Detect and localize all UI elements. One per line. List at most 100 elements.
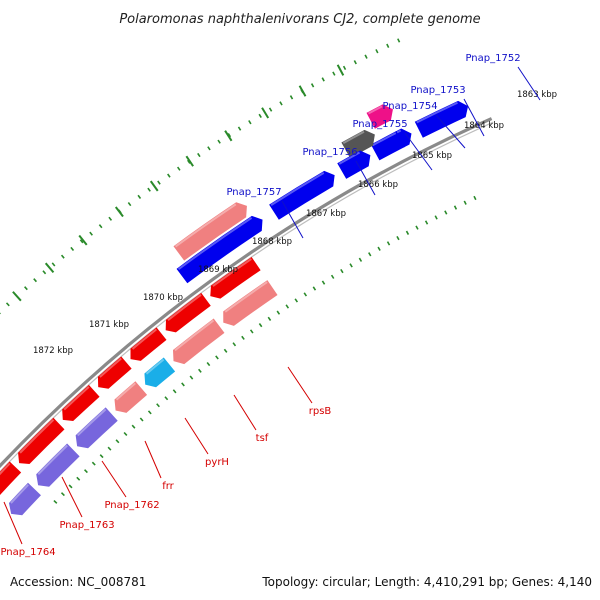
leader-line <box>287 366 313 404</box>
inner-tick-33 <box>330 274 335 279</box>
forward-gene-8[interactable] <box>173 202 247 261</box>
leader-line <box>355 160 376 196</box>
inner-tick-22 <box>232 342 237 347</box>
reverse-gene-8[interactable] <box>165 292 211 333</box>
inner-tick-11 <box>139 417 144 422</box>
gene-label-Pnap_1753: Pnap_1753 <box>410 85 465 96</box>
leader-line <box>3 501 23 545</box>
outer-tick-29 <box>197 152 201 158</box>
gene-label-Pnap_1755: Pnap_1755 <box>352 119 407 130</box>
major-tick-9 <box>12 291 22 302</box>
inner-tick-15 <box>172 389 177 394</box>
reverse-gene-9[interactable] <box>130 327 167 361</box>
gene-label-Pnap_1756: Pnap_1756 <box>302 147 357 158</box>
inner-tick-42 <box>415 225 419 230</box>
inner-tick-13 <box>156 403 160 408</box>
forward-gene-Pnap_1753[interactable] <box>366 104 393 129</box>
major-tick-0 <box>336 64 345 76</box>
forward-gene-6[interactable] <box>395 128 412 148</box>
outer-tick-24 <box>147 187 151 192</box>
scale-label: 1871 kbp <box>89 320 129 330</box>
reverse-gene-tsf[interactable] <box>172 318 225 365</box>
forward-gene-Pnap_1752[interactable] <box>414 100 469 138</box>
outer-tick-20 <box>108 216 113 221</box>
inner-tick-7 <box>107 446 112 451</box>
gene-label-Pnap_1752: Pnap_1752 <box>465 53 520 64</box>
outer-tick-17 <box>79 239 84 244</box>
inner-tick-18 <box>198 368 202 373</box>
scale-label: 1865 kbp <box>412 151 452 161</box>
gene-label-Pnap_1762: Pnap_1762 <box>104 500 159 511</box>
inner-tick-43 <box>424 220 429 225</box>
reverse-gene-7[interactable] <box>210 256 261 299</box>
outer-tick-46 <box>375 49 379 54</box>
major-tick-2 <box>261 107 270 119</box>
gene-labels: Pnap_1752 Pnap_1753 Pnap_1754 Pnap_1755 Pnap… <box>0 53 541 558</box>
outer-tick-45 <box>364 54 368 59</box>
inner-tick-4 <box>84 469 88 474</box>
reverse-gene-pyrH[interactable] <box>144 357 176 388</box>
inner-tick-14 <box>164 396 169 401</box>
outer-tick-36 <box>268 107 273 112</box>
inner-tick-23 <box>241 335 245 340</box>
forward-gene-Pnap_1756[interactable] <box>337 150 371 179</box>
outer-tick-44 <box>353 60 357 65</box>
reverse-gene-Pnap_1763[interactable] <box>36 443 80 487</box>
gene-label-Pnap_1764: Pnap_1764 <box>0 547 55 558</box>
inner-tick-16 <box>181 382 185 387</box>
scale-label: 1867 kbp <box>306 209 346 219</box>
reverse-gene-Pnap_1762[interactable] <box>75 407 118 449</box>
inner-tick-1 <box>60 492 65 497</box>
outer-tick-26 <box>167 173 171 178</box>
reverse-gene-13[interactable] <box>0 461 22 496</box>
inner-tick-47 <box>463 200 467 205</box>
leader-line <box>184 417 209 455</box>
inner-tick-20 <box>215 355 219 360</box>
outer-tick-11 <box>24 286 28 291</box>
inner-tick-2 <box>68 484 73 489</box>
inner-tick-26 <box>267 316 272 321</box>
outer-tick-28 <box>187 159 191 164</box>
tick-rings <box>0 38 477 504</box>
major-tick-1 <box>298 85 307 97</box>
inner-tick-34 <box>340 268 344 274</box>
forward-gene-Pnap_1755[interactable] <box>341 129 375 159</box>
inner-tick-17 <box>189 375 194 380</box>
reverse-gene-rpsB[interactable] <box>223 280 278 326</box>
inner-tick-29 <box>294 298 299 303</box>
forward-gene-7[interactable] <box>176 215 263 284</box>
inner-tick-31 <box>312 286 317 291</box>
scale-label: 1869 kbp <box>198 265 238 275</box>
outer-tick-15 <box>60 254 65 259</box>
inner-tick-10 <box>131 424 136 429</box>
inner-tick-9 <box>123 431 128 436</box>
gene-label-Pnap_1757: Pnap_1757 <box>226 187 281 198</box>
outer-tick-31 <box>217 139 221 144</box>
inner-tick-30 <box>303 292 308 297</box>
outer-tick-47 <box>386 43 390 48</box>
inner-tick-3 <box>76 476 81 481</box>
outer-tick-27 <box>176 166 181 171</box>
inner-tick-32 <box>321 280 326 285</box>
reverse-gene-11[interactable] <box>62 384 100 422</box>
reverse-gene-frr[interactable] <box>114 381 148 413</box>
gene-label-rpsB: rpsB <box>309 406 332 417</box>
reverse-gene-10[interactable] <box>97 356 132 389</box>
outer-tick-30 <box>207 146 211 151</box>
outer-tick-38 <box>289 95 294 100</box>
inner-tick-37 <box>368 252 372 257</box>
outer-tick-19 <box>98 224 103 229</box>
outer-tick-22 <box>127 202 132 207</box>
inner-tick-21 <box>223 348 228 353</box>
inner-tick-19 <box>206 361 211 367</box>
leader-line <box>144 440 162 479</box>
reverse-gene-12[interactable] <box>18 417 65 464</box>
outer-tick-33 <box>237 126 242 131</box>
major-tick-3 <box>224 130 233 142</box>
outer-tick-25 <box>157 180 161 185</box>
inner-tick-44 <box>434 215 438 220</box>
outer-tick-23 <box>137 194 142 199</box>
reverse-gene-Pnap_1764[interactable] <box>8 482 41 516</box>
gene-label-frr: frr <box>162 481 174 492</box>
